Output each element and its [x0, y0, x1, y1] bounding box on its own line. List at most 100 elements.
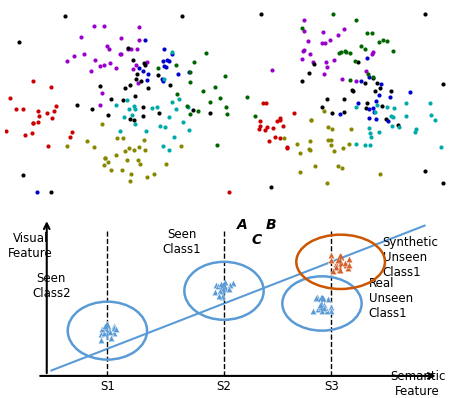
Point [124, 45, 131, 52]
Point [306, 51, 314, 57]
Point [222, 104, 229, 110]
Point [365, 115, 372, 121]
Point [116, 127, 124, 134]
Point [383, 38, 390, 44]
Point [327, 252, 335, 258]
Point [316, 302, 324, 308]
Point [143, 59, 151, 65]
Point [129, 66, 137, 72]
Text: Semantic
Feature: Semantic Feature [390, 370, 445, 398]
Point [362, 68, 369, 74]
Point [144, 85, 151, 92]
Point [319, 28, 327, 35]
Point [369, 75, 377, 82]
Point [172, 62, 180, 68]
Point [330, 147, 338, 154]
Point [34, 119, 41, 125]
Point [269, 125, 277, 131]
Point [378, 103, 386, 109]
Point [361, 46, 369, 53]
Point [389, 114, 397, 121]
Point [100, 23, 108, 29]
Point [363, 55, 370, 61]
Point [347, 49, 354, 56]
Point [377, 81, 385, 88]
Point [6, 95, 14, 101]
Point [307, 117, 315, 123]
Point [160, 46, 168, 52]
Point [186, 111, 194, 117]
Point [168, 51, 175, 57]
Text: A: A [238, 219, 248, 232]
Point [307, 117, 314, 123]
Point [212, 282, 219, 289]
Point [337, 49, 345, 55]
Point [379, 37, 387, 43]
Point [375, 38, 383, 45]
Point [118, 166, 126, 173]
Point [390, 105, 398, 111]
Point [48, 189, 55, 195]
Point [103, 321, 110, 327]
Point [262, 100, 270, 106]
Point [73, 101, 81, 108]
Point [324, 96, 331, 102]
Point [110, 323, 118, 329]
Point [370, 105, 377, 111]
Point [366, 125, 373, 131]
Point [110, 325, 118, 332]
Point [293, 141, 301, 148]
Point [276, 135, 284, 142]
Point [139, 67, 147, 74]
Point [175, 96, 182, 102]
Point [320, 305, 328, 312]
Point [156, 110, 163, 117]
Point [183, 102, 191, 109]
Point [214, 283, 222, 290]
Point [127, 45, 135, 52]
Point [141, 147, 149, 153]
Point [52, 103, 60, 109]
Point [166, 147, 173, 153]
Point [332, 261, 339, 267]
Point [421, 168, 428, 175]
Point [374, 80, 381, 86]
Point [159, 58, 167, 64]
Point [325, 124, 332, 130]
Point [107, 335, 115, 341]
Text: S3: S3 [324, 380, 338, 393]
Point [117, 51, 124, 57]
Point [309, 308, 317, 314]
Point [364, 71, 372, 78]
Point [107, 167, 114, 174]
Point [159, 76, 166, 82]
Point [160, 76, 168, 82]
Point [160, 63, 168, 69]
Point [105, 328, 113, 334]
Point [298, 25, 306, 31]
Point [261, 127, 268, 133]
Text: Synthetic
Unseen
Class1: Synthetic Unseen Class1 [383, 236, 438, 279]
Point [256, 123, 264, 129]
Point [217, 288, 224, 294]
Point [123, 96, 130, 103]
Point [279, 123, 287, 129]
Point [91, 57, 99, 63]
Point [211, 84, 218, 91]
Point [30, 78, 37, 84]
Point [203, 50, 210, 57]
Point [154, 65, 162, 71]
Point [342, 261, 349, 268]
Point [221, 286, 229, 292]
Point [348, 87, 356, 94]
Point [223, 111, 230, 117]
Text: Real
Unseen
Class1: Real Unseen Class1 [368, 277, 413, 320]
Point [129, 57, 137, 63]
Point [121, 148, 129, 154]
Point [100, 62, 108, 68]
Point [101, 155, 109, 161]
Point [389, 48, 397, 54]
Point [298, 78, 306, 84]
Point [48, 84, 55, 91]
Point [174, 70, 181, 77]
